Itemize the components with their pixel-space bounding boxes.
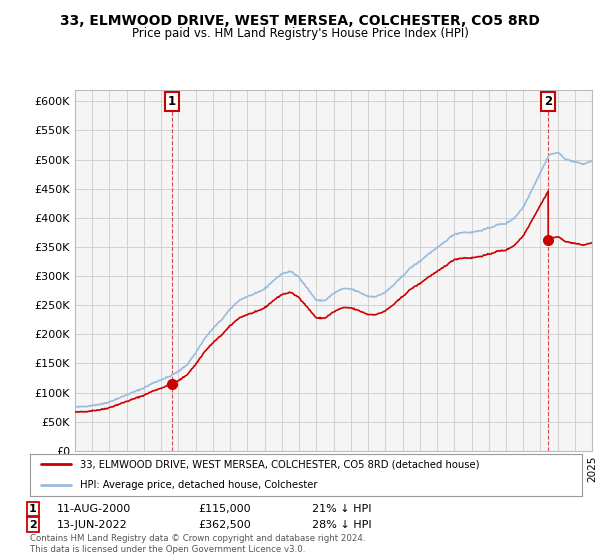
Text: £362,500: £362,500 (198, 520, 251, 530)
Text: 33, ELMWOOD DRIVE, WEST MERSEA, COLCHESTER, CO5 8RD: 33, ELMWOOD DRIVE, WEST MERSEA, COLCHEST… (60, 14, 540, 28)
Text: 1: 1 (168, 95, 176, 108)
Text: 33, ELMWOOD DRIVE, WEST MERSEA, COLCHESTER, CO5 8RD (detached house): 33, ELMWOOD DRIVE, WEST MERSEA, COLCHEST… (80, 459, 479, 469)
Text: HPI: Average price, detached house, Colchester: HPI: Average price, detached house, Colc… (80, 480, 317, 490)
Text: 11-AUG-2000: 11-AUG-2000 (57, 504, 131, 514)
Text: 28% ↓ HPI: 28% ↓ HPI (312, 520, 371, 530)
Text: 2: 2 (544, 95, 553, 108)
Text: £115,000: £115,000 (198, 504, 251, 514)
Text: 13-JUN-2022: 13-JUN-2022 (57, 520, 128, 530)
Text: Contains HM Land Registry data © Crown copyright and database right 2024.
This d: Contains HM Land Registry data © Crown c… (30, 534, 365, 554)
Text: 1: 1 (29, 504, 37, 514)
Text: Price paid vs. HM Land Registry's House Price Index (HPI): Price paid vs. HM Land Registry's House … (131, 27, 469, 40)
Text: 21% ↓ HPI: 21% ↓ HPI (312, 504, 371, 514)
Text: 2: 2 (29, 520, 37, 530)
